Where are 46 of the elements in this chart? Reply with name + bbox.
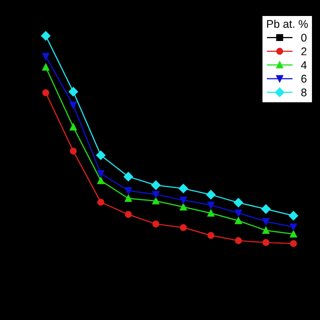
point	[124, 194, 132, 202]
point	[70, 124, 77, 130]
point	[178, 184, 188, 194]
point	[68, 87, 78, 96]
point	[261, 204, 271, 214]
point	[41, 31, 50, 40]
point	[206, 190, 216, 200]
point	[207, 202, 214, 209]
point	[234, 217, 242, 224]
legend-label: 0	[301, 34, 307, 42]
point	[97, 177, 104, 184]
point	[42, 52, 50, 60]
point	[70, 102, 77, 109]
point	[124, 210, 132, 218]
point	[290, 240, 297, 248]
point	[70, 148, 77, 155]
point	[42, 89, 50, 96]
point	[180, 196, 187, 204]
point	[42, 64, 50, 71]
point	[262, 218, 270, 225]
point	[97, 198, 104, 206]
point	[290, 230, 297, 238]
point	[151, 180, 160, 190]
legend-label: 4	[301, 61, 307, 69]
point	[180, 224, 187, 232]
point	[262, 239, 270, 246]
point	[288, 211, 298, 220]
point	[96, 150, 106, 160]
point	[152, 191, 160, 198]
point	[207, 210, 214, 217]
point	[180, 204, 187, 210]
point	[262, 226, 270, 234]
point	[207, 232, 214, 239]
point	[234, 210, 242, 216]
point	[152, 220, 160, 228]
legend-label: 6	[301, 74, 306, 83]
legend-label: 8	[301, 88, 306, 96]
point	[124, 172, 133, 182]
point	[290, 223, 297, 230]
point	[97, 170, 104, 178]
point	[152, 197, 160, 204]
legend-title: Pb at. %	[267, 20, 308, 28]
point	[124, 187, 132, 194]
point	[234, 237, 242, 244]
point	[234, 198, 244, 208]
legend-label: 2	[301, 47, 306, 56]
